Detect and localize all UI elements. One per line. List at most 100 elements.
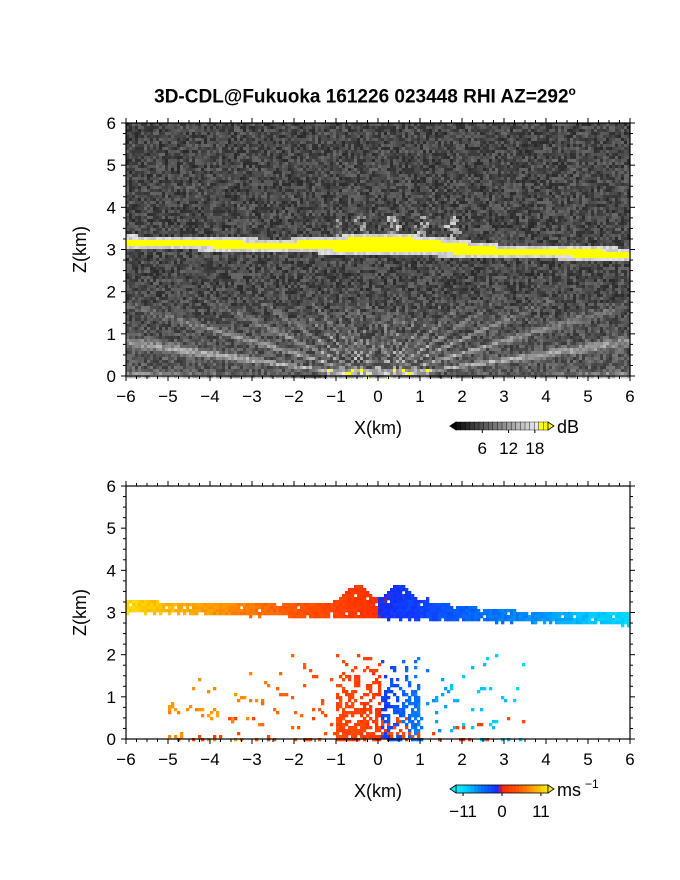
reflectivity-cell (138, 375, 142, 379)
reflectivity-cell (282, 324, 286, 328)
reflectivity-cell (129, 222, 133, 226)
reflectivity-cell (210, 276, 214, 280)
reflectivity-cell (147, 192, 151, 196)
reflectivity-cell (201, 162, 205, 166)
reflectivity-cell (219, 303, 223, 307)
reflectivity-cell (162, 231, 166, 235)
reflectivity-cell (219, 228, 223, 232)
reflectivity-cell (129, 303, 133, 307)
reflectivity-cell (264, 144, 268, 148)
reflectivity-cell (243, 189, 247, 193)
reflectivity-cell (186, 126, 190, 130)
reflectivity-cell (174, 162, 178, 166)
reflectivity-cell (255, 219, 259, 223)
reflectivity-cell (177, 138, 181, 142)
reflectivity-cell (249, 210, 253, 214)
reflectivity-cell (168, 210, 172, 214)
reflectivity-cell (201, 288, 205, 292)
reflectivity-cell (285, 312, 289, 316)
reflectivity-cell (228, 342, 232, 346)
reflectivity-cell (126, 222, 130, 226)
reflectivity-cell (207, 354, 211, 358)
reflectivity-cell (183, 249, 187, 253)
reflectivity-cell (225, 237, 229, 241)
reflectivity-cell (195, 138, 199, 142)
reflectivity-cell (225, 288, 229, 292)
reflectivity-cell (129, 192, 133, 196)
reflectivity-cell (198, 231, 202, 235)
reflectivity-cell (210, 285, 214, 289)
reflectivity-cell (147, 255, 151, 259)
reflectivity-cell (171, 195, 175, 199)
reflectivity-cell (264, 291, 268, 295)
reflectivity-cell (234, 204, 238, 208)
reflectivity-cell (159, 270, 163, 274)
reflectivity-cell (216, 330, 220, 334)
reflectivity-cell (255, 330, 259, 334)
reflectivity-cell (183, 342, 187, 346)
reflectivity-cell (138, 228, 142, 232)
reflectivity-cell (258, 273, 262, 277)
reflectivity-cell (147, 321, 151, 325)
reflectivity-cell (147, 177, 151, 181)
reflectivity-cell (216, 276, 220, 280)
reflectivity-cell (207, 306, 211, 310)
reflectivity-cell (276, 240, 280, 244)
reflectivity-cell (252, 183, 256, 187)
reflectivity-cell (216, 258, 220, 262)
reflectivity-cell (276, 345, 280, 349)
reflectivity-cell (231, 207, 235, 211)
reflectivity-cell (291, 165, 295, 169)
reflectivity-cell (282, 207, 286, 211)
reflectivity-cell (132, 186, 136, 190)
reflectivity-cell (246, 270, 250, 274)
reflectivity-cell (216, 282, 220, 286)
reflectivity-cell (135, 330, 139, 334)
reflectivity-cell (204, 354, 208, 358)
reflectivity-cell (258, 174, 262, 178)
reflectivity-cell (279, 282, 283, 286)
reflectivity-cell (198, 372, 202, 376)
reflectivity-cell (246, 159, 250, 163)
reflectivity-cell (213, 141, 217, 145)
reflectivity-cell (282, 351, 286, 355)
reflectivity-cell (216, 225, 220, 229)
reflectivity-cell (219, 162, 223, 166)
reflectivity-cell (201, 123, 205, 127)
reflectivity-cell (195, 318, 199, 322)
reflectivity-cell (243, 234, 247, 238)
reflectivity-cell (165, 204, 169, 208)
reflectivity-cell (153, 210, 157, 214)
reflectivity-cell (201, 159, 205, 163)
reflectivity-cell (285, 213, 289, 217)
reflectivity-cell (219, 354, 223, 358)
reflectivity-cell (165, 336, 169, 340)
reflectivity-cell (216, 138, 220, 142)
reflectivity-cell (252, 234, 256, 238)
reflectivity-cell (159, 279, 163, 283)
reflectivity-cell (252, 312, 256, 316)
reflectivity-cell (264, 345, 268, 349)
reflectivity-cell (249, 303, 253, 307)
reflectivity-cell (213, 360, 217, 364)
reflectivity-cell (141, 327, 145, 331)
reflectivity-cell (174, 255, 178, 259)
reflectivity-cell (216, 150, 220, 154)
reflectivity-cell (246, 186, 250, 190)
reflectivity-cell (264, 300, 268, 304)
reflectivity-cell (255, 282, 259, 286)
reflectivity-cell (252, 285, 256, 289)
reflectivity-cell (261, 231, 265, 235)
reflectivity-cell (156, 288, 160, 292)
reflectivity-cell (294, 315, 298, 319)
reflectivity-cell (129, 150, 133, 154)
reflectivity-cell (171, 168, 175, 172)
reflectivity-cell (147, 144, 151, 148)
reflectivity-cell (162, 153, 166, 157)
reflectivity-cell (168, 342, 172, 346)
reflectivity-cell (234, 219, 238, 223)
reflectivity-cell (249, 225, 253, 229)
reflectivity-cell (147, 201, 151, 205)
reflectivity-cell (171, 318, 175, 322)
reflectivity-cell (165, 141, 169, 145)
